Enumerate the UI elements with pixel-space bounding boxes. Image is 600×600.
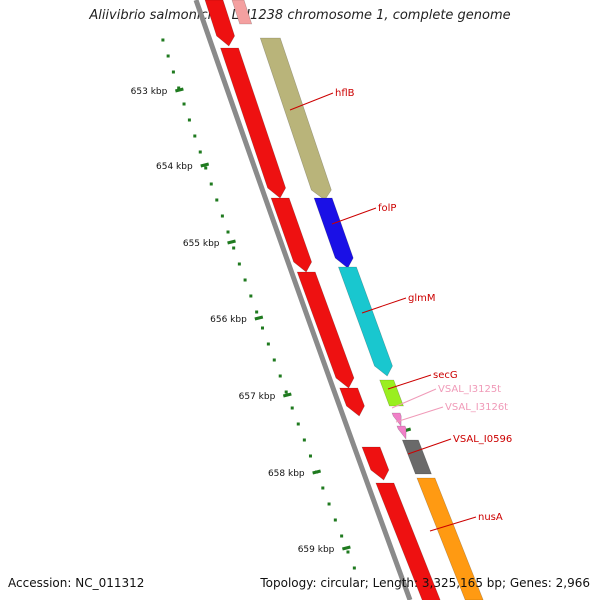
axis-dot <box>260 326 264 330</box>
axis-major-tick <box>282 392 292 398</box>
gene-label-glmm: glmM <box>408 293 436 304</box>
axis-dot <box>226 230 230 234</box>
axis-dot <box>272 358 276 362</box>
genome-summary: Topology: circular; Length: 3,325,165 bp… <box>260 576 590 590</box>
cds-segment <box>296 271 355 389</box>
gene-leader-line <box>331 207 377 225</box>
gene-label-vsal_i0596: VSAL_I0596 <box>453 434 512 445</box>
axis-dot <box>209 182 213 186</box>
axis-dot <box>290 406 294 410</box>
backbone-line <box>193 0 413 600</box>
cds-segment-faded <box>231 0 253 25</box>
axis-dot <box>296 422 300 426</box>
axis-tick-label: 654 kbp <box>156 162 193 172</box>
axis-tick-label: 657 kbp <box>239 392 276 402</box>
axis-dot <box>302 438 306 442</box>
axis-dot <box>166 54 170 58</box>
gene-label-nusa: nusA <box>478 512 503 523</box>
axis-major-tick <box>200 162 210 168</box>
gene-label-folp: folP <box>378 203 396 214</box>
axis-dot <box>266 342 270 346</box>
axis-dot <box>237 262 241 266</box>
axis-tick-label: 655 kbp <box>183 239 220 249</box>
cds-segment <box>204 0 235 47</box>
gene-leader-line <box>407 438 452 455</box>
axis-tick-label: 653 kbp <box>131 87 168 97</box>
axis-dot <box>182 102 186 106</box>
axis-major-tick <box>342 545 351 551</box>
cds-segment <box>270 197 312 273</box>
axis-dot <box>220 214 224 218</box>
feature-bar-folp <box>313 197 354 269</box>
cds-segment <box>361 446 390 481</box>
axis-dot <box>232 246 236 250</box>
axis-dot <box>340 534 344 538</box>
map-title: Aliivibrio salmonicida LFI1238 chromosom… <box>89 8 511 23</box>
axis-dot <box>193 134 197 138</box>
axis-dot <box>321 486 325 490</box>
axis-dot <box>177 86 181 90</box>
feature-bar-vsal_i3126t <box>396 425 407 440</box>
gene-leader-line <box>289 92 334 111</box>
axis-dot <box>352 566 356 570</box>
gene-leader-line <box>361 297 407 314</box>
cds-segment <box>339 387 365 417</box>
gene-label-vsal_i3126t: VSAL_I3126t <box>445 402 508 413</box>
axis-dot <box>187 118 191 122</box>
axis-dot <box>198 150 202 154</box>
axis-major-tick <box>254 315 264 321</box>
gene-leader-line <box>387 374 432 390</box>
feature-bar-vsal_i0596 <box>401 439 432 475</box>
gene-leader-line <box>391 388 437 409</box>
feature-bar-nusa <box>416 477 484 600</box>
gene-leader-line <box>395 406 444 423</box>
axis-tick-label: 658 kbp <box>268 469 305 479</box>
gene-leader-line <box>429 516 477 532</box>
axis-dot <box>333 518 337 522</box>
gene-label-secg: secG <box>433 370 458 381</box>
gene-label-vsal_i3125t: VSAL_I3125t <box>438 384 501 395</box>
axis-dot <box>284 390 288 394</box>
axis-dot <box>255 310 259 314</box>
cds-segment <box>220 47 286 199</box>
gene-label-hflb: hflB <box>335 88 355 99</box>
axis-dot <box>243 278 247 282</box>
axis-dot <box>308 454 312 458</box>
feature-bar-vsal_i3125t <box>391 412 402 427</box>
axis-dot <box>249 294 253 298</box>
backbone-layer <box>193 0 413 600</box>
axis-dot <box>327 502 331 506</box>
axis-dot <box>278 374 282 378</box>
axis-dot <box>204 166 208 170</box>
axis-dot <box>346 550 350 554</box>
axis-tick-label: 656 kbp <box>210 315 247 325</box>
feature-bar-secg <box>379 379 404 407</box>
axis-major-tick <box>312 469 321 475</box>
cds-strand-layer <box>204 0 441 600</box>
axis-major-tick <box>227 239 236 245</box>
feature-bar-glmm <box>338 266 393 377</box>
axis-tick-label: 659 kbp <box>298 545 335 555</box>
axis-dot <box>215 198 219 202</box>
feature-layer <box>259 37 484 600</box>
axis-major-tick <box>175 87 184 93</box>
label-layer: hflB folP glmM secG VSAL_I3125t VSAL_I3126t VS… <box>289 88 512 532</box>
cds-segment <box>375 482 441 600</box>
accession-label: Accession: NC_011312 <box>8 576 145 590</box>
axis-dot <box>161 38 165 42</box>
feature-bar-hflb <box>259 37 332 201</box>
axis-dot <box>171 70 175 74</box>
